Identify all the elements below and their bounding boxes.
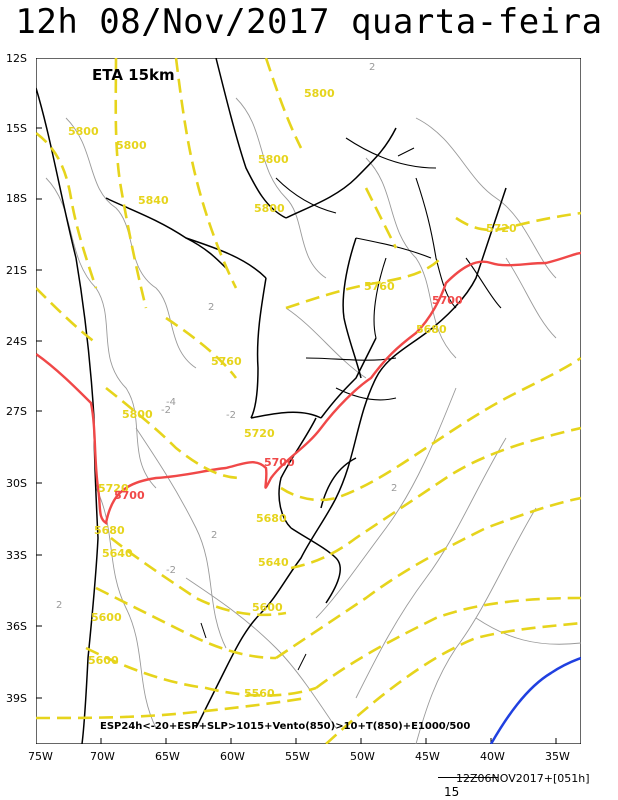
lat-label: 39S: [6, 692, 27, 705]
borders: [36, 58, 507, 744]
thickness-label: 5760: [211, 355, 242, 368]
thickness-labels: 5800 5800 5800 5800 5800 5800 5840 5720 …: [68, 87, 517, 700]
svg-text:-4: -4: [166, 397, 176, 408]
lat-label: 24S: [6, 335, 27, 348]
lat-label: 15S: [6, 122, 27, 135]
thickness-label: 5680: [256, 512, 287, 525]
wind-vectors: [200, 147, 415, 671]
thickness-label: 5600: [88, 654, 119, 667]
red-labels: 5700 5700 5700: [114, 294, 463, 502]
thickness-label: 5720: [486, 222, 517, 235]
thickness-label: 5720: [98, 482, 129, 495]
lon-label: 65W: [155, 750, 180, 763]
blue-precip-line: [489, 656, 581, 744]
thickness-label: 5600: [252, 601, 283, 614]
svg-text:2: 2: [208, 302, 214, 313]
lon-label: 45W: [415, 750, 440, 763]
weather-map-svg: 2 -4 -2 -2 2 2 -2 2 2: [36, 58, 581, 744]
svg-text:2: 2: [211, 530, 217, 541]
pressure-contour-labels: 2 -4 -2 -2 2 2 -2 2 2: [56, 62, 397, 611]
thickness-label: 5640: [258, 556, 289, 569]
lon-label: 40W: [480, 750, 505, 763]
svg-text:-2: -2: [166, 565, 176, 576]
lat-label: 12S: [6, 52, 27, 65]
map-frame: [36, 58, 581, 744]
thickness-label: 5800: [116, 139, 147, 152]
thickness-label: 5760: [364, 280, 395, 293]
thickness-5700-line: [36, 251, 581, 525]
lat-label: 18S: [6, 192, 27, 205]
lon-label: 60W: [220, 750, 245, 763]
model-label: ETA 15km: [92, 66, 175, 84]
label-5700: 5700: [264, 456, 295, 469]
vector-scale-label: 15: [444, 785, 460, 799]
lon-label: 55W: [285, 750, 310, 763]
thickness-label: 5680: [94, 524, 125, 537]
lon-label: 70W: [90, 750, 115, 763]
thickness-label: 5800: [254, 202, 285, 215]
state-borders: [275, 137, 502, 401]
thickness-label: 5800: [258, 153, 289, 166]
label-5700: 5700: [432, 294, 463, 307]
thickness-label: 5600: [91, 611, 122, 624]
run-label: 12Z06NOV2017+[051h]: [456, 772, 590, 785]
product-label: ESP24h<-20+ESP+SLP>1015+Vento(850)>10+T(…: [100, 721, 471, 732]
vector-scale-bar: [438, 777, 498, 778]
thickness-label: 5800: [122, 408, 153, 421]
lat-label: 27S: [6, 405, 27, 418]
axis-ticks: [36, 58, 557, 744]
lon-label: 50W: [350, 750, 375, 763]
lat-label: 33S: [6, 549, 27, 562]
lat-label: 36S: [6, 620, 27, 633]
label-5700: 5700: [114, 489, 145, 502]
svg-text:2: 2: [391, 483, 397, 494]
thickness-label: 5560: [244, 687, 275, 700]
svg-text:2: 2: [56, 600, 62, 611]
svg-text:-2: -2: [226, 410, 236, 421]
lon-label: 75W: [28, 750, 53, 763]
thickness-label: 5640: [102, 547, 133, 560]
thickness-label: 5800: [68, 125, 99, 138]
map-title: 12h 08/Nov/2017 quarta-feira: [15, 2, 603, 42]
thickness-contours: [36, 58, 581, 744]
lon-label: 35W: [545, 750, 570, 763]
svg-text:-2: -2: [161, 405, 171, 416]
map-panel: 2 -4 -2 -2 2 2 -2 2 2: [36, 58, 581, 744]
thickness-label: 5800: [304, 87, 335, 100]
thickness-label: 5680: [416, 323, 447, 336]
thickness-label: 5840: [138, 194, 169, 207]
thickness-label: 5720: [244, 427, 275, 440]
lat-label: 30S: [6, 477, 27, 490]
svg-text:2: 2: [369, 62, 375, 73]
lat-label: 21S: [6, 264, 27, 277]
